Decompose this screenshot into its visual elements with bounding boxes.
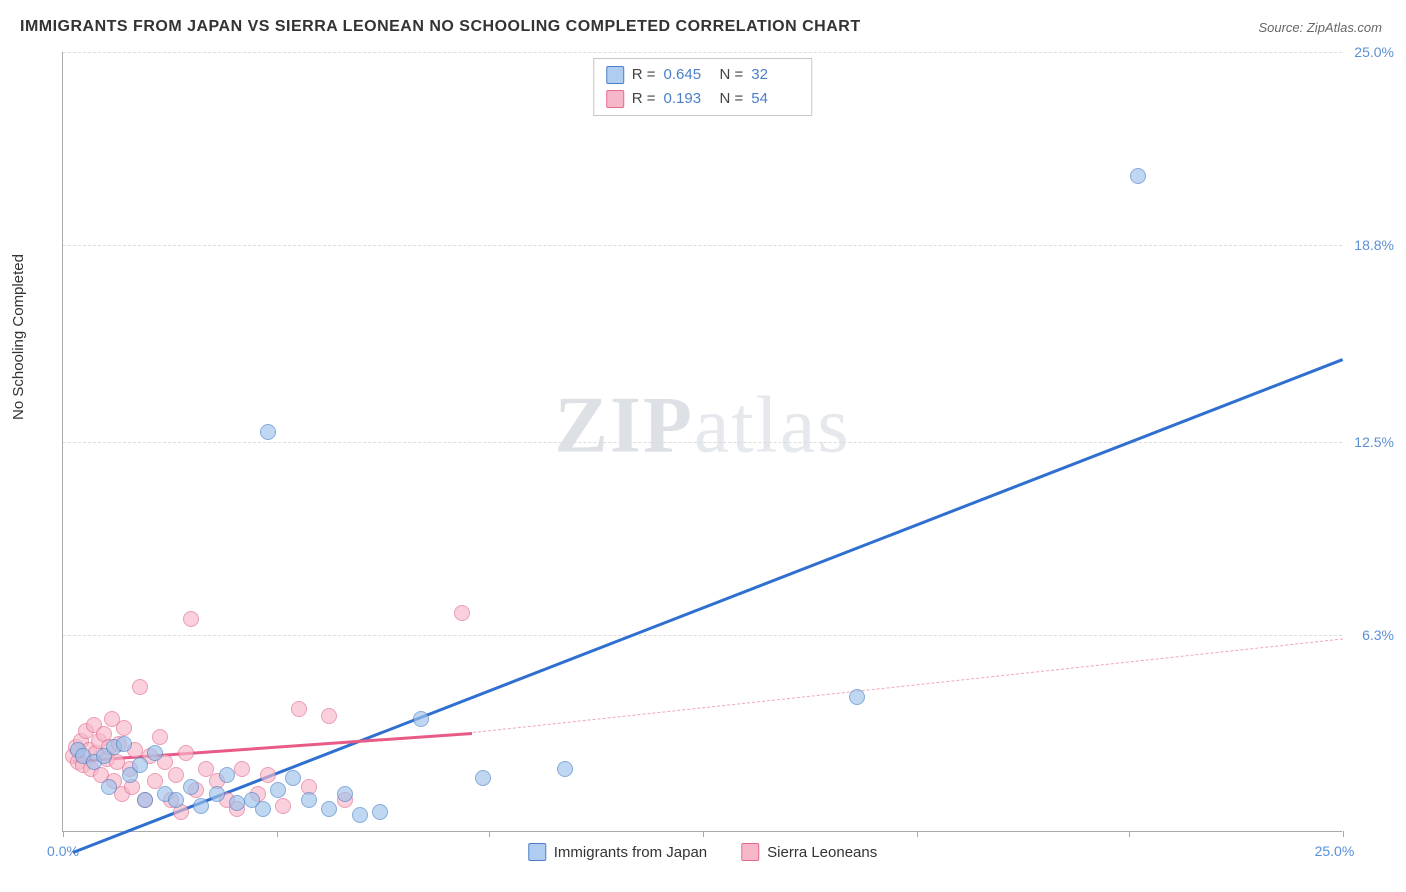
data-point <box>137 792 153 808</box>
data-point <box>454 605 470 621</box>
legend-n-label: N = <box>720 63 744 87</box>
legend-r-label: R = <box>632 63 656 87</box>
legend-item: Immigrants from Japan <box>528 843 707 861</box>
legend-label: Immigrants from Japan <box>554 844 707 861</box>
y-tick-label: 25.0% <box>1354 44 1394 60</box>
y-tick-label: 18.8% <box>1354 237 1394 253</box>
data-point <box>132 679 148 695</box>
legend-swatch <box>528 843 546 861</box>
chart-title: IMMIGRANTS FROM JAPAN VS SIERRA LEONEAN … <box>20 18 861 36</box>
data-point <box>116 720 132 736</box>
source-credit: Source: ZipAtlas.com <box>1258 20 1382 35</box>
x-tick <box>1129 831 1130 837</box>
data-point <box>219 767 235 783</box>
source-name: ZipAtlas.com <box>1307 20 1382 35</box>
x-tick <box>1343 831 1344 837</box>
data-point <box>178 745 194 761</box>
legend-label: Sierra Leoneans <box>767 844 877 861</box>
watermark-bold: ZIP <box>555 381 694 469</box>
gridline <box>63 245 1342 246</box>
legend-row: R = 0.645 N = 32 <box>606 63 800 87</box>
data-point <box>275 798 291 814</box>
x-tick <box>489 831 490 837</box>
legend-swatch <box>741 843 759 861</box>
legend-row: R = 0.193 N = 54 <box>606 87 800 111</box>
x-tick <box>63 831 64 837</box>
y-axis-label: No Schooling Completed <box>10 254 27 420</box>
data-point <box>285 770 301 786</box>
data-point <box>168 767 184 783</box>
x-tick <box>917 831 918 837</box>
legend-n-value: 32 <box>751 63 799 87</box>
data-point <box>152 729 168 745</box>
data-point <box>260 767 276 783</box>
data-point <box>301 792 317 808</box>
data-point <box>255 801 271 817</box>
gridline <box>63 52 1342 53</box>
y-tick-label: 6.3% <box>1362 627 1394 643</box>
x-tick <box>703 831 704 837</box>
data-point <box>147 745 163 761</box>
x-tick-label: 25.0% <box>1315 843 1355 859</box>
data-point <box>234 761 250 777</box>
data-point <box>372 804 388 820</box>
legend-swatch <box>606 66 624 84</box>
trend-line <box>473 639 1343 734</box>
data-point <box>183 611 199 627</box>
data-point <box>321 708 337 724</box>
data-point <box>260 424 276 440</box>
source-prefix: Source: <box>1258 20 1306 35</box>
watermark: ZIPatlas <box>555 380 851 471</box>
data-point <box>132 757 148 773</box>
legend-r-value: 0.193 <box>664 87 712 111</box>
data-point <box>168 792 184 808</box>
y-tick-label: 12.5% <box>1354 434 1394 450</box>
data-point <box>193 798 209 814</box>
data-point <box>116 736 132 752</box>
legend-r-label: R = <box>632 87 656 111</box>
data-point <box>413 711 429 727</box>
data-point <box>209 786 225 802</box>
legend-r-value: 0.645 <box>664 63 712 87</box>
gridline <box>63 635 1342 636</box>
data-point <box>557 761 573 777</box>
scatter-chart: ZIPatlas R =0.645N =32R =0.193N =54 Immi… <box>62 52 1342 832</box>
legend-n-value: 54 <box>751 87 799 111</box>
data-point <box>183 779 199 795</box>
data-point <box>352 807 368 823</box>
series-legend: Immigrants from Japan Sierra Leoneans <box>528 843 877 861</box>
data-point <box>849 689 865 705</box>
data-point <box>337 786 353 802</box>
data-point <box>291 701 307 717</box>
legend-swatch <box>606 90 624 108</box>
legend-n-label: N = <box>720 87 744 111</box>
correlation-legend: R = 0.645 N = 32 R = 0.193 N = 54 <box>593 58 813 116</box>
legend-item: Sierra Leoneans <box>741 843 877 861</box>
data-point <box>229 795 245 811</box>
data-point <box>270 782 286 798</box>
data-point <box>1130 168 1146 184</box>
data-point <box>321 801 337 817</box>
watermark-light: atlas <box>694 381 851 469</box>
x-tick <box>277 831 278 837</box>
gridline <box>63 442 1342 443</box>
data-point <box>101 779 117 795</box>
data-point <box>475 770 491 786</box>
